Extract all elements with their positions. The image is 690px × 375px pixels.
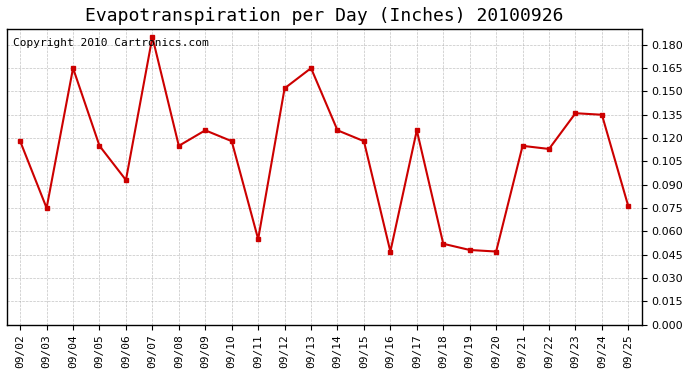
Title: Evapotranspiration per Day (Inches) 20100926: Evapotranspiration per Day (Inches) 2010…	[85, 7, 564, 25]
Text: Copyright 2010 Cartronics.com: Copyright 2010 Cartronics.com	[13, 38, 209, 48]
